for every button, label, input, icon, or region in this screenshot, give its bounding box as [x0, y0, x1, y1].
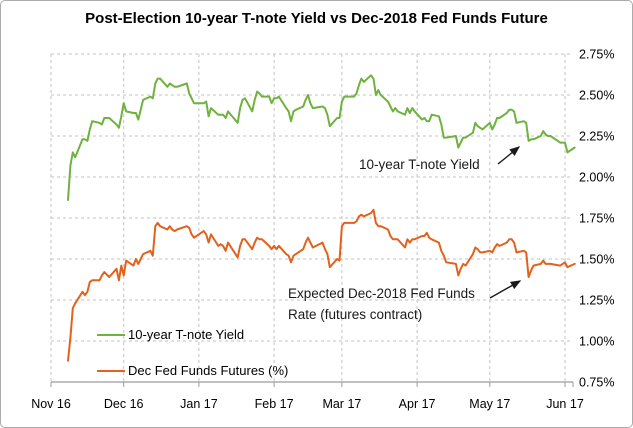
x-axis-tick-label: Jan 17	[180, 397, 218, 411]
arrow-to-green-line	[497, 146, 521, 165]
legend-label-tnote: 10-year T-note Yield	[128, 327, 245, 342]
x-axis-tick-label: Nov 16	[31, 397, 71, 411]
y-axis-tick-label: 1.50%	[579, 253, 614, 267]
x-axis-tick-label: Dec 16	[104, 397, 144, 411]
legend-label-fedfunds: Dec Fed Funds Futures (%)	[128, 363, 289, 378]
y-axis-tick-label: 1.00%	[579, 335, 614, 349]
x-axis-tick-label: Feb 17	[255, 397, 294, 411]
legend-swatch-green-line	[97, 333, 125, 336]
legend-swatch-orange-line	[97, 369, 125, 372]
arrow-to-orange-line	[489, 280, 522, 299]
legend-item-fedfunds: Dec Fed Funds Futures (%)	[97, 363, 288, 378]
y-axis-tick-label: 1.25%	[579, 294, 614, 308]
x-axis-tick-label: May 17	[469, 397, 510, 411]
annotation-fed-funds-line2: Rate (futures contract)	[288, 307, 423, 322]
series-line-tnote	[67, 74, 576, 201]
chart-title: Post-Election 10-year T-note Yield vs De…	[85, 10, 548, 27]
y-axis-tick-label: 2.25%	[579, 130, 614, 144]
y-axis-tick-label: 2.75%	[579, 48, 614, 62]
annotation-fed-funds-line1: Expected Dec-2018 Fed Funds	[288, 286, 475, 301]
x-axis-tick-label: Apr 17	[399, 397, 436, 411]
annotation-fed-funds: Expected Dec-2018 Fed Funds Rate (future…	[288, 283, 475, 325]
y-axis-tick-label: 1.75%	[579, 212, 614, 226]
y-axis-tick-label: 0.75%	[579, 376, 614, 390]
legend-item-tnote: 10-year T-note Yield	[97, 327, 244, 342]
y-axis-tick-label: 2.00%	[579, 171, 614, 185]
y-axis-tick-label: 2.50%	[579, 89, 614, 103]
annotation-tnote-yield: 10-year T-note Yield	[359, 157, 480, 172]
x-axis-tick-label: Mar 17	[322, 397, 361, 411]
x-axis-tick-label: Jun 17	[546, 397, 584, 411]
